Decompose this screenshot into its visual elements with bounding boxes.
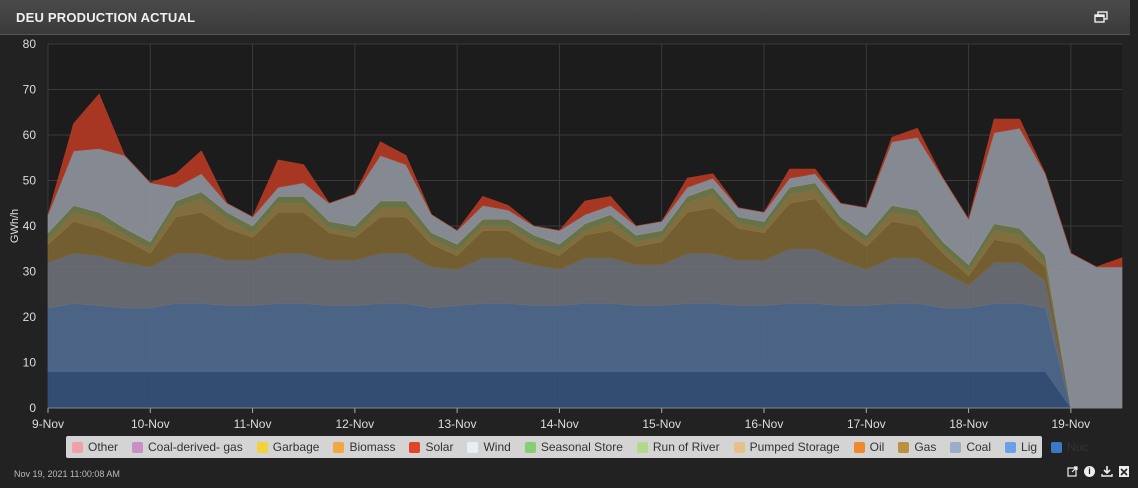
legend-swatch: [524, 441, 536, 453]
y-tick-label: 50: [23, 174, 37, 188]
legend-swatch: [333, 441, 345, 453]
legend-item[interactable]: Oil: [853, 440, 885, 454]
legend-swatch: [256, 441, 268, 453]
legend-item[interactable]: Solar: [409, 440, 453, 454]
x-tick-label: 15-Nov: [642, 417, 681, 431]
timestamp: Nov 19, 2021 11:00:08 AM: [14, 469, 120, 479]
legend-item[interactable]: Coal: [950, 440, 991, 454]
legend-label: Garbage: [272, 440, 320, 454]
external-link-icon[interactable]: [1066, 464, 1079, 478]
legend-label: Pumped Storage: [749, 440, 840, 454]
excel-export-icon[interactable]: [1117, 464, 1130, 478]
legend-label: Nuc: [1067, 440, 1089, 454]
legend-swatch: [733, 441, 745, 453]
legend-item[interactable]: Biomass: [333, 440, 395, 454]
panel-header: DEU PRODUCTION ACTUAL: [0, 0, 1130, 35]
legend-label: Solar: [425, 440, 454, 454]
panel-title: DEU PRODUCTION ACTUAL: [16, 10, 196, 25]
legend-label: Coal-derived- gas: [148, 440, 243, 454]
stacked-area-chart: 0 10 20 30 40 50 60 70 80 9-Nov 10-Nov 11-Nov 12-Nov…: [9, 37, 1123, 431]
y-tick-label: 10: [23, 356, 37, 370]
legend-item[interactable]: Nuc: [1051, 440, 1088, 454]
legend-swatch: [1051, 441, 1063, 453]
legend-swatch: [1005, 441, 1017, 453]
y-tick-label: 20: [23, 310, 37, 324]
x-tick-label: 18-Nov: [949, 417, 988, 431]
y-axis-label: GWh/h: [9, 209, 21, 243]
legend-label: Gas: [914, 440, 937, 454]
legend-item[interactable]: Other: [72, 440, 118, 454]
legend-item[interactable]: Coal-derived- gas: [132, 440, 243, 454]
x-tick-label: 9-Nov: [32, 417, 64, 431]
legend-swatch: [898, 441, 910, 453]
legend-item[interactable]: Seasonal Store: [524, 440, 623, 454]
legend-item[interactable]: Garbage: [256, 440, 320, 454]
y-tick-label: 60: [23, 128, 37, 142]
info-icon[interactable]: i: [1083, 464, 1096, 478]
legend-item[interactable]: Pumped Storage: [733, 440, 840, 454]
x-tick-label: 12-Nov: [336, 417, 375, 431]
x-tick-label: 10-Nov: [131, 417, 170, 431]
download-icon[interactable]: [1100, 464, 1113, 478]
x-tick-label: 17-Nov: [847, 417, 886, 431]
x-tick-label: 13-Nov: [438, 417, 477, 431]
legend-label: Other: [88, 440, 119, 454]
x-tick-label: 14-Nov: [540, 417, 579, 431]
legend-item[interactable]: Run of River: [636, 440, 720, 454]
legend-swatch: [132, 441, 144, 453]
area-series-nuc[interactable]: [47, 371, 1122, 409]
y-tick-label: 40: [23, 219, 37, 233]
x-tick-label: 19-Nov: [1052, 417, 1091, 431]
legend-item[interactable]: Wind: [467, 440, 511, 454]
restore-window-icon[interactable]: [1094, 10, 1108, 23]
legend-swatch: [72, 441, 83, 453]
legend-label: Biomass: [349, 440, 396, 454]
chart-legend: Other Coal-derived- gas Garbage Biomass Sola…: [66, 436, 1088, 458]
legend-label: Lig: [1021, 440, 1038, 454]
legend-swatch: [409, 441, 421, 453]
y-tick-label: 0: [29, 401, 36, 415]
legend-item[interactable]: Gas: [898, 440, 936, 454]
y-tick-label: 70: [23, 83, 37, 97]
legend-label: Oil: [869, 440, 885, 454]
x-tick-label: 11-Nov: [234, 417, 272, 431]
legend-label: Seasonal Store: [540, 440, 623, 454]
legend-swatch: [950, 441, 962, 453]
panel-toolbar: i: [1066, 464, 1130, 478]
legend-label: Coal: [966, 440, 992, 454]
y-tick-label: 30: [23, 265, 37, 279]
area-series-solar[interactable]: [47, 93, 1123, 268]
legend-label: Wind: [483, 440, 511, 454]
y-tick-label: 80: [23, 37, 37, 51]
legend-swatch: [636, 441, 648, 453]
legend-swatch: [467, 441, 479, 453]
x-tick-label: 16-Nov: [745, 417, 784, 431]
legend-label: Run of River: [652, 440, 720, 454]
legend-swatch: [853, 441, 865, 453]
legend-item[interactable]: Lig: [1005, 440, 1037, 454]
